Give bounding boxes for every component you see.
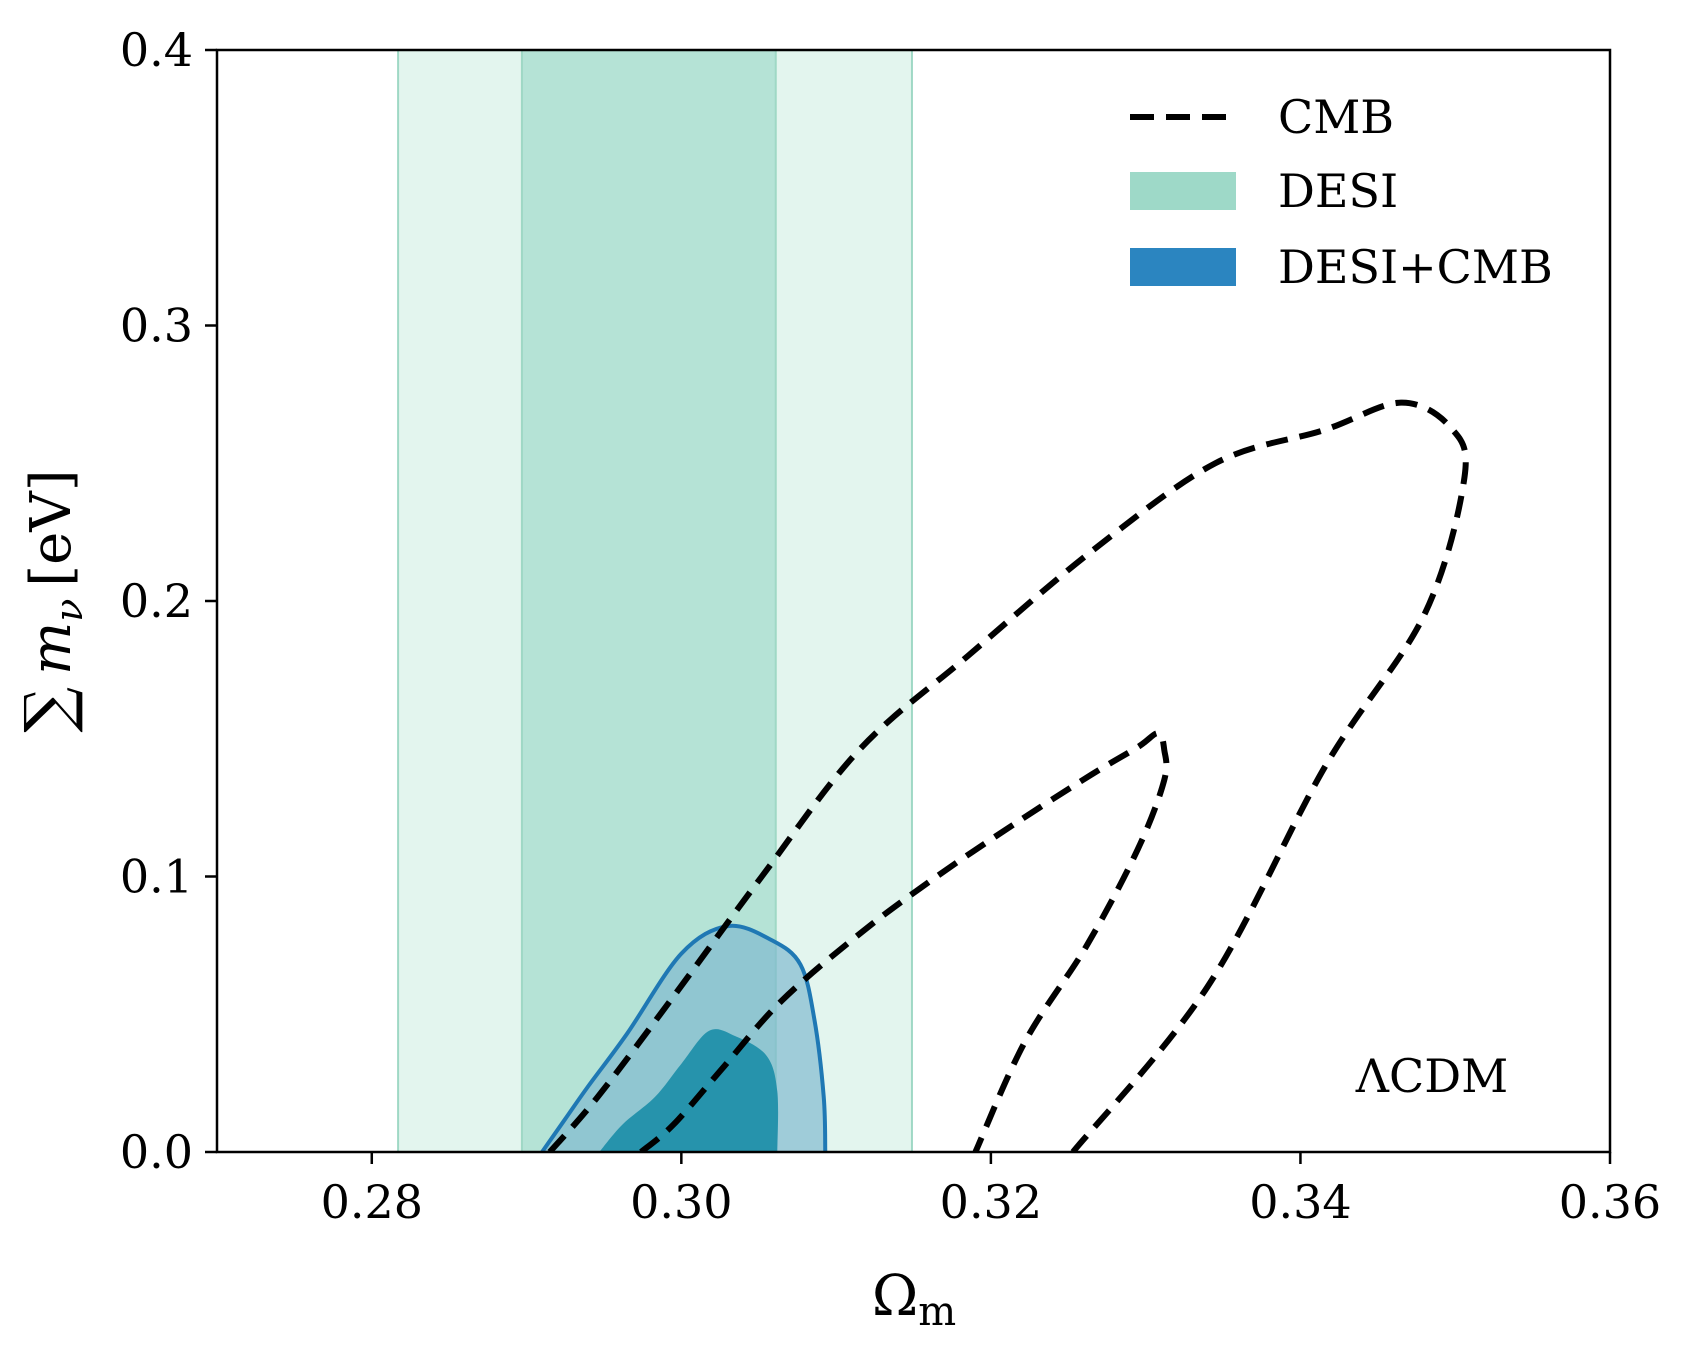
x-axis: 0.28 0.30 0.32 0.34 0.36	[321, 1152, 1661, 1229]
y-axis: 0.0 0.1 0.2 0.3 0.4	[120, 23, 217, 1179]
x-tick-label: 0.34	[1249, 1175, 1351, 1229]
model-annotation: ΛCDM	[1355, 1049, 1508, 1103]
plot-area	[397, 50, 1469, 1152]
legend-cmb-label: CMB	[1278, 90, 1394, 144]
y-tick-label: 0.3	[120, 299, 193, 353]
x-tick-label: 0.32	[940, 1175, 1042, 1229]
y-tick-label: 0.4	[120, 23, 193, 77]
legend-desi-cmb-label: DESI+CMB	[1278, 240, 1553, 294]
legend: CMB DESI DESI+CMB	[1130, 90, 1553, 294]
cmb-95-contour	[547, 399, 1469, 1152]
y-axis-label: ∑mν[eV]	[12, 469, 91, 732]
y-tick-label: 0.2	[120, 574, 193, 628]
x-tick-label: 0.28	[321, 1175, 423, 1229]
x-tick-label: 0.30	[630, 1175, 732, 1229]
y-tick-label: 0.1	[120, 850, 193, 904]
legend-desi-swatch	[1130, 172, 1236, 210]
x-axis-label: Ωm	[872, 1264, 956, 1335]
cmb-68-contour	[639, 730, 1170, 1152]
legend-desi-label: DESI	[1278, 164, 1398, 218]
y-tick-label: 0.0	[120, 1125, 193, 1179]
x-tick-label: 0.36	[1559, 1175, 1661, 1229]
legend-desi-cmb-swatch	[1130, 248, 1236, 286]
desi-cmb-68-contour	[599, 1029, 779, 1152]
